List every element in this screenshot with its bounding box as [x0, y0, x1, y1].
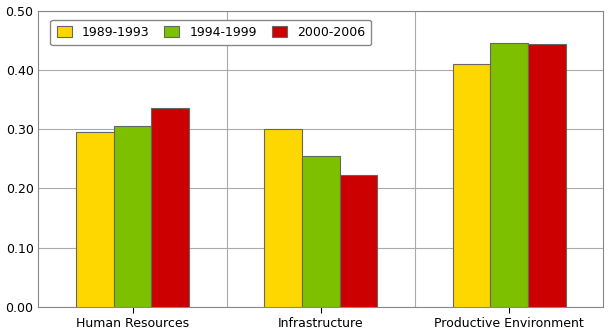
Bar [264, 129, 302, 307]
Legend: 1989-1993, 1994-1999, 2000-2006: 1989-1993, 1994-1999, 2000-2006 [51, 20, 371, 45]
Bar [528, 44, 566, 307]
Bar [452, 64, 490, 307]
Bar [340, 175, 378, 307]
Bar [152, 109, 189, 307]
Bar [114, 126, 152, 307]
Bar [490, 43, 528, 307]
Bar [76, 132, 114, 307]
Bar [302, 156, 340, 307]
